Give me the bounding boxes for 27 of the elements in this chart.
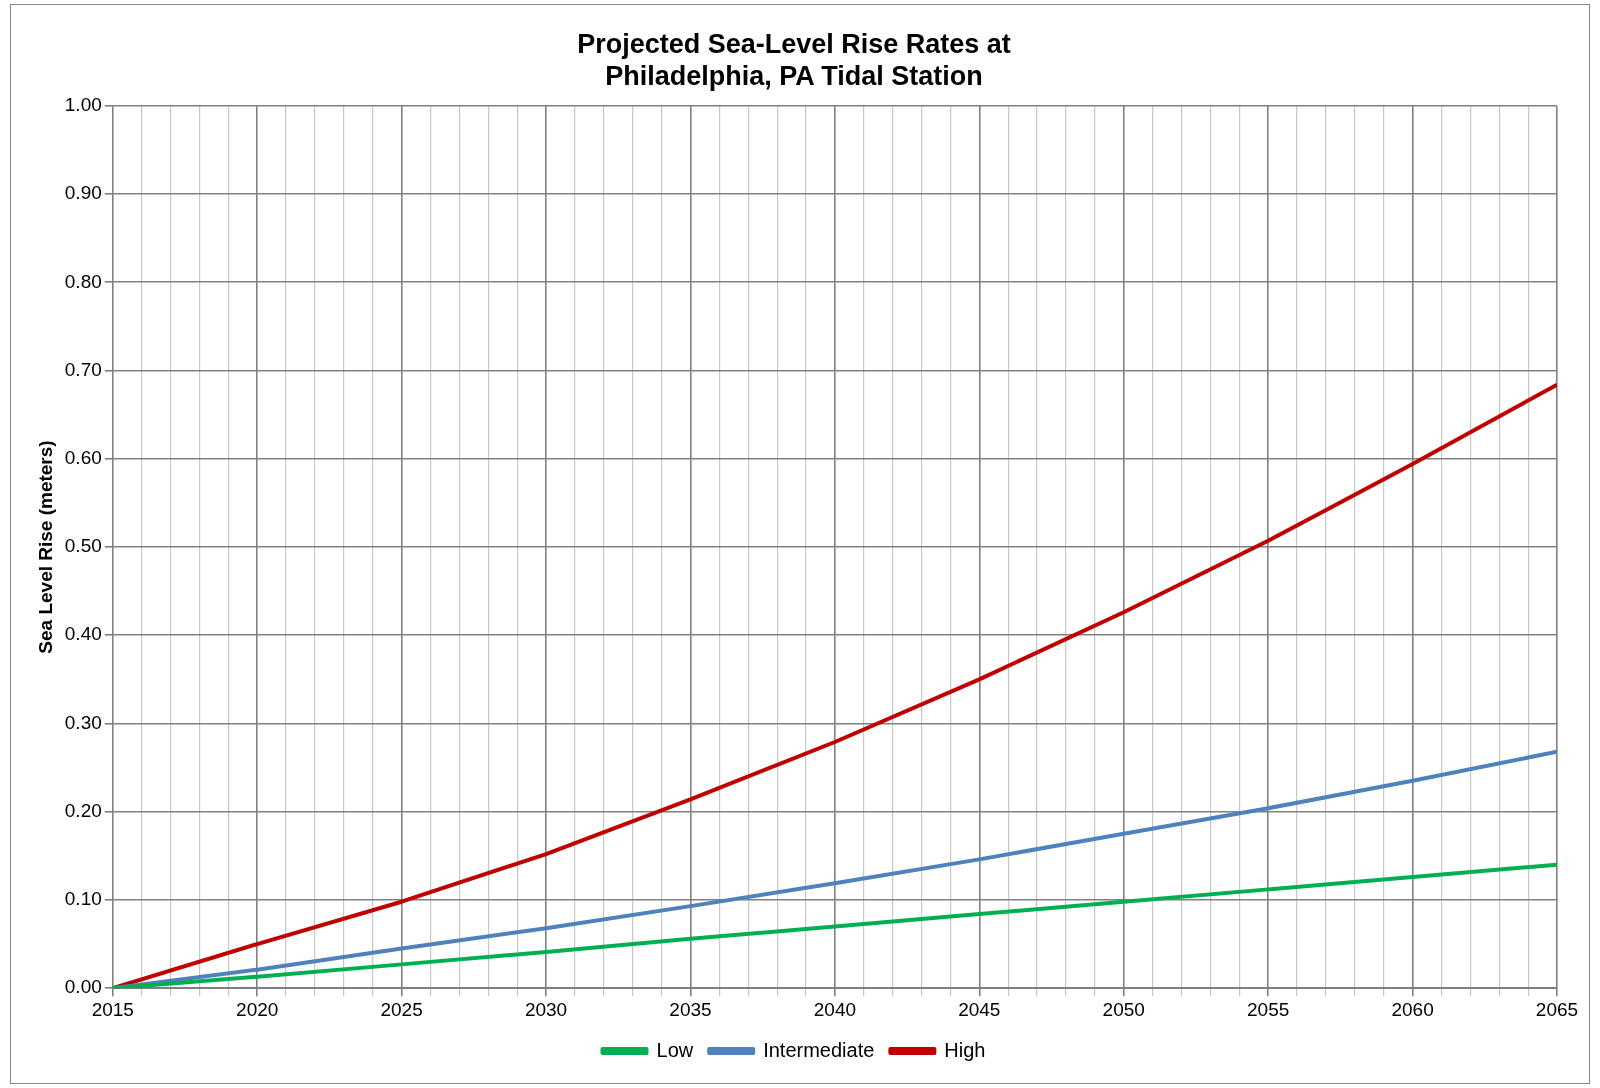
x-tick-label: 2025 [380, 998, 423, 1020]
y-tick-label: 0.00 [64, 976, 102, 998]
legend-label: Low [656, 1038, 694, 1061]
x-tick-label: 2040 [813, 998, 857, 1020]
x-tick-label: 2050 [1102, 998, 1145, 1020]
legend-label: High [944, 1038, 986, 1061]
y-tick-label: 0.30 [64, 711, 102, 733]
y-tick-label: 0.20 [64, 799, 102, 821]
y-tick-label: 0.40 [64, 623, 102, 645]
x-tick-label: 2065 [1535, 998, 1579, 1020]
y-tick-label: 0.90 [64, 182, 102, 204]
y-tick-label: 0.60 [64, 446, 102, 468]
x-tick-label: 2020 [236, 998, 279, 1020]
x-tick-label: 2045 [958, 998, 1001, 1020]
y-tick-label: 0.80 [64, 270, 102, 292]
y-tick-label: 0.50 [64, 535, 102, 557]
x-tick-label: 2015 [91, 998, 134, 1020]
x-tick-label: 2035 [669, 998, 712, 1020]
y-tick-label: 0.10 [64, 888, 102, 910]
legend-label: Intermediate [763, 1038, 875, 1061]
y-axis-title: Sea Level Rise (meters) [34, 440, 56, 654]
x-tick-label: 2030 [524, 998, 568, 1020]
y-tick-label: 0.70 [64, 358, 102, 380]
x-tick-label: 2060 [1391, 998, 1434, 1020]
y-tick-label: 1.00 [64, 94, 102, 116]
chart-title: Projected Sea-Level Rise Rates at Philadelphia, PA Tidal Station [577, 28, 1011, 92]
x-tick-label: 2055 [1247, 998, 1290, 1020]
